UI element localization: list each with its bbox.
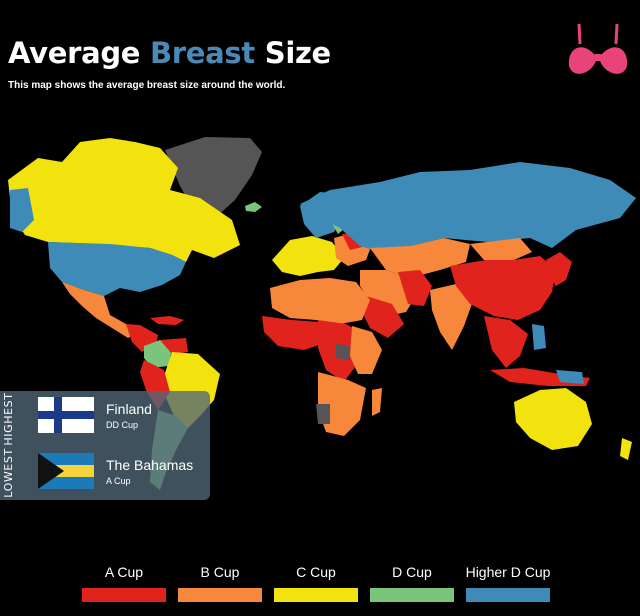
region-north-africa bbox=[270, 278, 370, 324]
region-alaska bbox=[10, 188, 34, 232]
legend-label-b-cup: B Cup bbox=[200, 564, 240, 580]
legend-label-d-cup: D Cup bbox=[392, 564, 432, 580]
legend-item-d-cup: D Cup bbox=[367, 564, 457, 602]
title-part-average: Average bbox=[8, 36, 150, 70]
title-part-size: Size bbox=[254, 36, 332, 70]
highest-cup: DD Cup bbox=[106, 420, 139, 430]
legend-item-higher-d-cup: Higher D Cup bbox=[463, 564, 553, 602]
page-subtitle: This map shows the average breast size a… bbox=[8, 80, 286, 91]
region-iceland bbox=[245, 202, 262, 212]
region-congo bbox=[336, 344, 350, 360]
region-mexico bbox=[62, 282, 138, 338]
region-new-zealand bbox=[620, 438, 632, 460]
region-west-africa bbox=[262, 316, 322, 350]
region-korea-japan bbox=[546, 252, 572, 286]
callout-panel: HIGHEST LOWEST Finland DD Cup The Bahama… bbox=[0, 391, 210, 500]
region-australia bbox=[514, 388, 592, 450]
bahamas-flag-icon bbox=[38, 453, 94, 489]
region-southeast-asia bbox=[484, 316, 528, 368]
region-arabia bbox=[362, 296, 404, 338]
region-venezuela bbox=[160, 338, 188, 354]
legend-item-a-cup: A Cup bbox=[79, 564, 169, 602]
bra-icon bbox=[568, 23, 628, 74]
finland-flag-icon bbox=[38, 397, 94, 433]
region-usa bbox=[48, 242, 186, 296]
region-china bbox=[450, 256, 556, 320]
legend-swatch-higher-d-cup bbox=[466, 588, 550, 602]
legend-swatch-a-cup bbox=[82, 588, 166, 602]
highest-label: HIGHEST bbox=[2, 392, 15, 446]
legend-label-a-cup: A Cup bbox=[104, 564, 144, 580]
legend-label-higher-d-cup: Higher D Cup bbox=[465, 564, 551, 580]
region-russia bbox=[300, 162, 636, 252]
lowest-country: The Bahamas bbox=[106, 457, 194, 473]
legend-item-c-cup: C Cup bbox=[271, 564, 361, 602]
lowest-cup: A Cup bbox=[106, 476, 131, 486]
region-iran bbox=[398, 270, 432, 306]
lowest-label: LOWEST bbox=[2, 448, 15, 498]
title-part-breast: Breast bbox=[149, 36, 255, 70]
region-colombia bbox=[144, 340, 172, 368]
region-namibia bbox=[316, 404, 330, 424]
region-western-europe bbox=[272, 236, 344, 276]
region-philippines bbox=[532, 324, 546, 350]
region-papua bbox=[556, 370, 584, 384]
legend-swatch-b-cup bbox=[178, 588, 262, 602]
region-canada bbox=[8, 138, 240, 262]
legend-item-b-cup: B Cup bbox=[175, 564, 265, 602]
legend-swatch-c-cup bbox=[274, 588, 358, 602]
legend-label-c-cup: C Cup bbox=[296, 564, 336, 580]
region-kazakhstan-central-asia bbox=[370, 238, 470, 278]
region-madagascar bbox=[372, 388, 382, 416]
region-caribbean bbox=[150, 316, 184, 325]
region-east-africa bbox=[350, 326, 382, 374]
region-india bbox=[430, 284, 474, 350]
region-mongolia bbox=[470, 238, 532, 260]
legend-swatch-d-cup bbox=[370, 588, 454, 602]
page-title: Average Breast Size bbox=[8, 36, 331, 70]
highest-country: Finland bbox=[106, 401, 152, 417]
